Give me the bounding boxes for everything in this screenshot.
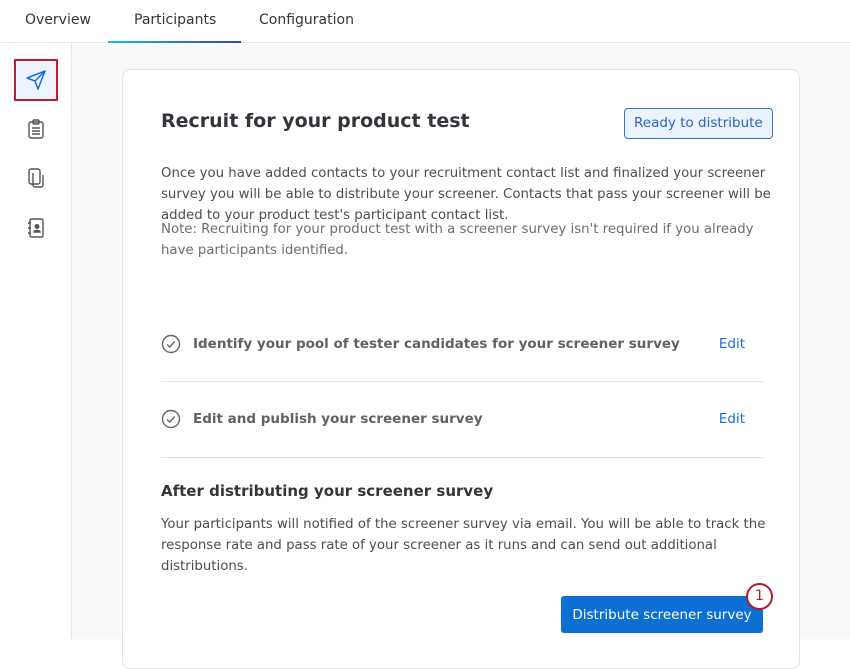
copy-pages-icon — [28, 168, 44, 188]
main-content: Recruit for your product test Ready to d… — [72, 44, 850, 669]
note: Note: Recruiting for your product test w… — [161, 222, 754, 258]
sidebar-item-contacts[interactable] — [16, 209, 56, 247]
clipboard-icon — [28, 119, 44, 139]
description: Once you have added contacts to your rec… — [161, 166, 771, 223]
annotation-marker: 1 — [746, 583, 773, 610]
step-label: Edit and publish your screener survey — [193, 411, 483, 427]
tab-bar: Overview Participants Configuration — [0, 0, 850, 43]
page-title: Recruit for your product test — [161, 110, 470, 132]
edit-link[interactable]: Edit — [718, 336, 745, 352]
tab-participants[interactable]: Participants — [107, 12, 242, 43]
tab-overview[interactable]: Overview — [25, 12, 91, 28]
divider — [161, 381, 763, 382]
after-title: After distributing your screener survey — [161, 482, 494, 500]
step-edit-publish: Edit and publish your screener survey Ed… — [161, 381, 763, 457]
step-label: Identify your pool of tester candidates … — [193, 336, 680, 352]
after-text: Your participants will notified of the s… — [161, 517, 766, 574]
sidebar — [0, 44, 72, 639]
check-circle-icon — [161, 409, 181, 429]
sidebar-item-pages[interactable] — [16, 159, 56, 197]
edit-link[interactable]: Edit — [718, 411, 745, 427]
paper-plane-icon — [26, 70, 46, 90]
status-badge: Ready to distribute — [624, 108, 773, 139]
sidebar-item-survey[interactable] — [16, 110, 56, 148]
divider — [161, 457, 763, 458]
tab-configuration[interactable]: Configuration — [259, 12, 354, 28]
contact-book-icon — [28, 218, 44, 238]
recruit-card: Recruit for your product test Ready to d… — [122, 69, 800, 669]
check-circle-icon — [161, 334, 181, 354]
sidebar-item-distribute[interactable] — [14, 59, 58, 101]
distribute-screener-button[interactable]: Distribute screener survey — [561, 596, 763, 633]
step-identify-pool: Identify your pool of tester candidates … — [161, 306, 763, 382]
